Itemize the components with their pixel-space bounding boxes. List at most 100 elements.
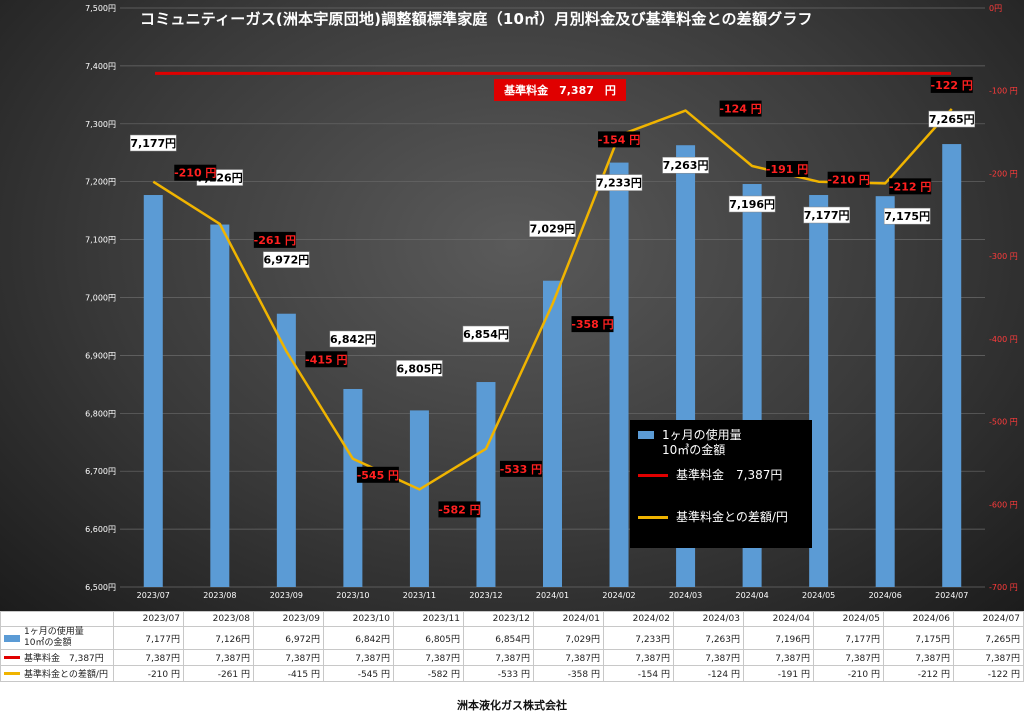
- x-tick-label: 2024/02: [602, 591, 635, 600]
- legend: 1ヶ月の使用量 10㎥の金額 基準料金 7,387円 基準料金との差額/円: [630, 420, 812, 548]
- legend-base-swatch: [638, 474, 668, 477]
- bar: [809, 195, 829, 587]
- diff-value-label-box: [571, 316, 614, 333]
- bar-value-label: 7,196円: [729, 198, 775, 211]
- bar: [942, 144, 962, 587]
- legend-label-usage: 1ヶ月の使用量 10㎥の金額: [662, 428, 742, 457]
- bar-value-label: 7,233円: [596, 177, 642, 190]
- table-cell: 6,854円: [463, 626, 534, 650]
- bar-value-label: 6,805円: [397, 362, 443, 375]
- table-cell: -415 円: [253, 665, 324, 682]
- diff-value-label: -210 円: [827, 174, 869, 187]
- legend-diff-swatch: [638, 516, 668, 519]
- base-fee-annotation: 基準料金 7,387 円: [503, 83, 616, 97]
- bar-value-label-box: [883, 207, 931, 225]
- diff-value-label-box: [719, 100, 762, 117]
- legend-item-diff: 基準料金との差額/円: [638, 510, 788, 525]
- x-tick-label: 2024/05: [802, 591, 835, 600]
- bar-value-label-box: [462, 325, 510, 343]
- table-header-cell: 2023/07: [113, 611, 184, 627]
- bar-value-label-box: [662, 156, 709, 174]
- left-tick-label: 6,500円: [85, 583, 116, 592]
- table-cell: -210 円: [113, 665, 184, 682]
- table-cell: 7,387円: [463, 649, 534, 666]
- x-tick-label: 2023/09: [270, 591, 303, 600]
- diff-value-label-box: [766, 160, 809, 177]
- table-cell: 7,387円: [183, 649, 254, 666]
- bar-value-label: 7,177円: [130, 137, 176, 150]
- legend-label-base: 基準料金 7,387円: [676, 468, 783, 482]
- diff-line: [152, 108, 953, 491]
- bar: [476, 382, 496, 587]
- diff-value-label-box: [598, 131, 641, 148]
- right-tick-label: -100 円: [989, 87, 1018, 96]
- table-cell: 7,387円: [673, 649, 744, 666]
- table-cell: 7,387円: [323, 649, 394, 666]
- right-tick-label: -700 円: [989, 583, 1018, 592]
- x-tick-label: 2023/11: [403, 591, 436, 600]
- table-header-cell: 2023/10: [323, 611, 394, 627]
- table-header-cell: 2024/02: [603, 611, 674, 627]
- diff-value-label-box: [253, 231, 296, 248]
- legend-label-diff: 基準料金との差額/円: [676, 510, 788, 524]
- right-tick-label: -600 円: [989, 500, 1018, 509]
- table-cell: 7,177円: [113, 626, 184, 650]
- diff-value-label-box: [305, 351, 348, 368]
- diff-value-label: -582 円: [438, 503, 480, 516]
- table-cell: 6,842円: [323, 626, 394, 650]
- table-header-cell: 2024/06: [883, 611, 954, 627]
- table-cell: 7,387円: [953, 649, 1024, 666]
- left-tick-label: 6,600円: [85, 525, 116, 534]
- x-tick-label: 2024/01: [536, 591, 569, 600]
- left-tick-label: 7,500円: [85, 4, 116, 13]
- table-cell: 7,387円: [533, 649, 604, 666]
- table-cell: 6,805円: [393, 626, 464, 650]
- x-tick-label: 2024/04: [735, 591, 768, 600]
- row-diff-swatch: [4, 672, 20, 675]
- bar-value-label-box: [529, 220, 576, 237]
- left-tick-label: 7,300円: [85, 120, 116, 129]
- right-tick-label: -400 円: [989, 335, 1018, 344]
- bar-value-label-box: [396, 360, 443, 377]
- left-tick-label: 6,700円: [85, 467, 116, 476]
- row-bar-swatch: [4, 634, 20, 642]
- diff-value-label-box: [827, 171, 870, 188]
- bar-value-label: 7,263円: [663, 159, 709, 172]
- bar-value-label-box: [130, 134, 177, 152]
- row-label-text: 基準料金との差額/円: [24, 670, 108, 680]
- bar-value-label-box: [595, 174, 643, 191]
- diff-value-label: -533 円: [500, 463, 542, 476]
- table-cell: -210 円: [813, 665, 884, 682]
- bar: [609, 162, 629, 587]
- table-row-label: 1ヶ月の使用量 10㎥の金額: [0, 626, 114, 650]
- diff-value-label-box: [438, 501, 481, 518]
- table-cell: 7,265円: [953, 626, 1024, 650]
- diff-value-label: -122 円: [931, 79, 973, 92]
- bar: [143, 195, 163, 587]
- data-table: 2023/07 2023/08 2023/09 2023/10 2023/11 2023/…: [0, 611, 1024, 682]
- bar-value-label: 6,972円: [263, 254, 309, 267]
- table-cell: 7,387円: [253, 649, 324, 666]
- bar-value-label: 6,842円: [330, 333, 376, 346]
- legend-item-base: 基準料金 7,387円: [638, 468, 782, 483]
- base-fee-annotation-box: [494, 79, 626, 101]
- table-cell: 7,126円: [183, 626, 254, 650]
- diff-value-label: -415 円: [305, 353, 347, 366]
- table-cell: 7,233円: [603, 626, 674, 650]
- row-base-swatch: [4, 656, 20, 659]
- x-tick-label: 2024/06: [869, 591, 902, 600]
- table-header-cell: 2024/03: [673, 611, 744, 627]
- chart-area: 6,500円 6,600円 6,700円 6,800円 6,900円 7,000円 7,10…: [0, 0, 1024, 611]
- table-cell: 7,196円: [743, 626, 814, 650]
- left-tick-label: 7,000円: [85, 294, 116, 303]
- company-footer: 洲本液化ガス株式会社: [457, 699, 567, 712]
- table-cell: 7,387円: [603, 649, 674, 666]
- right-tick-label: -200 円: [989, 169, 1018, 178]
- diff-value-label: -191 円: [766, 163, 808, 176]
- table-cell: 7,263円: [673, 626, 744, 650]
- table-header-cell: 2023/08: [183, 611, 254, 627]
- bar: [875, 196, 895, 588]
- left-tick-label: 7,200円: [85, 178, 116, 187]
- diff-value-label: -124 円: [719, 103, 761, 116]
- table-cell: -191 円: [743, 665, 814, 682]
